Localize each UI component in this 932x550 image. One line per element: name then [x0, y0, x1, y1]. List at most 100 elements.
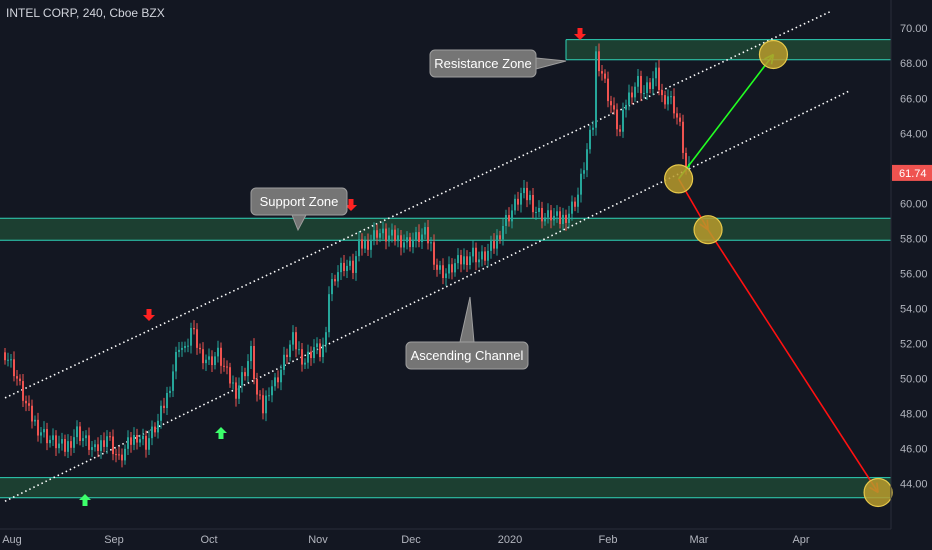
- candle-body: [97, 444, 99, 451]
- candle-body: [277, 377, 279, 383]
- candle-body: [166, 392, 168, 409]
- candle-body: [220, 347, 222, 366]
- candle-body: [436, 264, 438, 270]
- callout-label: Resistance Zone: [434, 56, 532, 71]
- candle-body: [190, 327, 192, 346]
- candle-body: [568, 213, 570, 223]
- candles-layer[interactable]: [4, 43, 690, 468]
- candle-body: [199, 347, 201, 350]
- candle-body: [313, 347, 315, 359]
- candle-body: [127, 437, 129, 449]
- candle-body: [538, 208, 540, 212]
- support-touch-arrow-icon: [79, 494, 91, 506]
- candle-body: [286, 354, 288, 358]
- candle-body: [595, 51, 597, 128]
- candle-body: [571, 201, 573, 214]
- channel-layer: [4, 9, 850, 502]
- price-tick-label: 56.00: [900, 268, 928, 280]
- candle-body: [613, 105, 615, 110]
- candle-body: [91, 447, 93, 450]
- candle-body: [121, 454, 123, 461]
- candle-body: [169, 390, 171, 393]
- candle-body: [466, 256, 468, 266]
- candle-body: [124, 448, 126, 461]
- candle-body: [388, 235, 390, 242]
- candle-body: [640, 76, 642, 94]
- candle-body: [100, 440, 102, 451]
- callout-resistance-zone: Resistance Zone: [429, 49, 567, 78]
- candle-body: [370, 240, 372, 250]
- candle-body: [598, 51, 600, 72]
- time-tick-label: Apr: [792, 534, 809, 546]
- candle-body: [268, 395, 270, 397]
- time-tick-label: Sep: [104, 534, 124, 546]
- candle-body: [349, 260, 351, 266]
- candle-body: [637, 76, 639, 87]
- callout-box: [250, 187, 348, 216]
- candle-body: [259, 394, 261, 396]
- time-tick-label: Aug: [2, 534, 22, 546]
- callout-label: Support Zone: [260, 194, 339, 209]
- candle-body: [517, 198, 519, 205]
- candle-body: [406, 237, 408, 243]
- candle-body: [559, 211, 561, 225]
- candle-body: [394, 229, 396, 242]
- candle-body: [655, 67, 657, 79]
- candle-body: [283, 354, 285, 370]
- time-tick-label: Feb: [599, 534, 618, 546]
- candle-body: [79, 426, 81, 441]
- candle-body: [58, 443, 60, 449]
- candle-body: [541, 208, 543, 222]
- resistance-touch-arrow-icon: [574, 28, 586, 40]
- candle-body: [163, 405, 165, 409]
- candle-body: [643, 93, 645, 95]
- candle-body: [484, 251, 486, 261]
- candle-body: [508, 215, 510, 222]
- candle-body: [133, 435, 135, 445]
- candle-body: [412, 239, 414, 248]
- candle-body: [25, 400, 27, 404]
- candle-body: [661, 90, 663, 96]
- candle-body: [433, 242, 435, 265]
- candle-body: [55, 435, 57, 449]
- price-axis[interactable]: 72.0070.0068.0066.0064.0062.0060.0058.00…: [892, 0, 932, 491]
- candle-body: [607, 78, 609, 102]
- candle-body: [265, 395, 267, 414]
- candle-body: [676, 113, 678, 118]
- candle-body: [481, 251, 483, 260]
- candle-body: [670, 96, 672, 98]
- time-axis[interactable]: Aug Sep Oct Nov Dec 2020 Feb Mar Apr: [2, 534, 810, 546]
- candle-body: [103, 440, 105, 447]
- candle-body: [469, 256, 471, 266]
- candle-body: [553, 215, 555, 221]
- candle-body: [202, 349, 204, 364]
- candle-body: [391, 229, 393, 236]
- candle-body: [64, 439, 66, 452]
- candle-body: [151, 426, 153, 439]
- candle-body: [577, 194, 579, 207]
- candle-body: [154, 426, 156, 433]
- candle-body: [16, 376, 18, 379]
- candle-body: [664, 95, 666, 105]
- candle-body: [472, 247, 474, 257]
- candle-body: [328, 294, 330, 333]
- callout-ascending-channel: Ascending Channel: [405, 296, 529, 370]
- candle-body: [478, 259, 480, 263]
- callout-support-zone: Support Zone: [250, 187, 348, 232]
- support-zone: [0, 218, 891, 241]
- price-tick-label: 54.00: [900, 304, 928, 316]
- candle-body: [226, 366, 228, 368]
- candle-body: [295, 332, 297, 350]
- candle-body: [562, 214, 564, 225]
- candle-body: [583, 170, 585, 174]
- price-tick-label: 60.00: [900, 198, 928, 210]
- candle-body: [442, 265, 444, 279]
- candle-body: [445, 273, 447, 279]
- candle-body: [316, 343, 318, 348]
- candle-body: [214, 356, 216, 366]
- candle-body: [175, 351, 177, 372]
- candle-body: [271, 386, 273, 396]
- candle-body: [529, 194, 531, 201]
